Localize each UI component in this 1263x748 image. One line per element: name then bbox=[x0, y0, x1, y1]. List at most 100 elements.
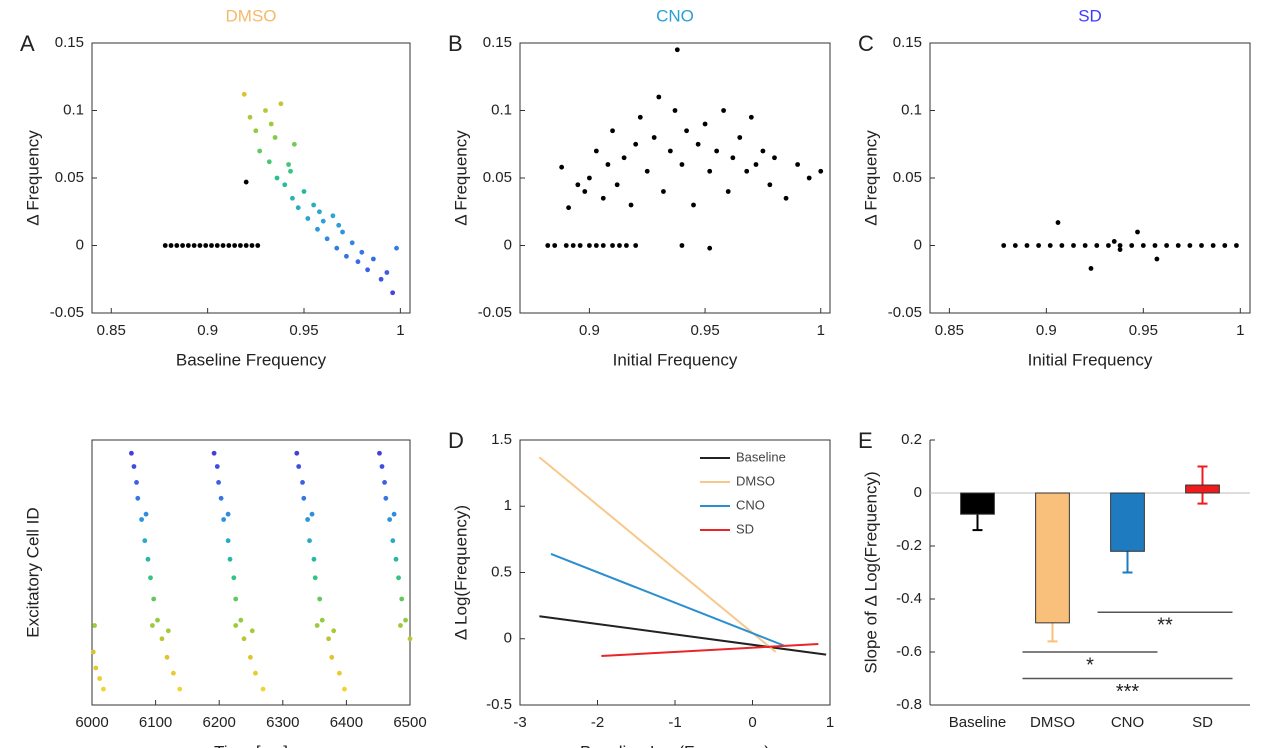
point bbox=[744, 168, 750, 174]
point bbox=[241, 91, 247, 97]
point bbox=[134, 480, 139, 485]
point bbox=[633, 141, 639, 147]
point bbox=[288, 168, 293, 174]
y-tick-label: 0 bbox=[76, 236, 84, 253]
point bbox=[684, 128, 689, 134]
point bbox=[628, 202, 634, 208]
point bbox=[203, 243, 209, 248]
point bbox=[1222, 243, 1228, 248]
x-tick-label: 0.95 bbox=[1129, 322, 1158, 339]
point bbox=[300, 480, 305, 485]
x-tick-label: 6100 bbox=[139, 714, 172, 731]
point bbox=[260, 686, 266, 692]
legend-label: CNO bbox=[736, 497, 765, 512]
x-tick-label: 1 bbox=[1236, 322, 1244, 339]
point bbox=[305, 517, 311, 522]
point bbox=[233, 596, 239, 602]
point bbox=[268, 121, 274, 127]
point bbox=[1187, 243, 1193, 248]
panel-label: A bbox=[20, 31, 35, 56]
point bbox=[337, 670, 342, 676]
panel-label: B bbox=[448, 31, 463, 56]
x-tick-label: SD bbox=[1192, 714, 1213, 731]
x-tick-label: 0.9 bbox=[197, 322, 218, 339]
chart-title: CNO bbox=[656, 6, 694, 25]
x-tick-label: -3 bbox=[513, 714, 526, 731]
point bbox=[290, 195, 295, 201]
point bbox=[131, 464, 137, 469]
point bbox=[249, 628, 255, 634]
panel: E Slope of Δ Log(Frequency) -0.8 -0.6 -0.4 -0… bbox=[858, 428, 1250, 731]
point bbox=[214, 243, 220, 248]
point bbox=[326, 636, 331, 642]
bar bbox=[1035, 492, 1070, 624]
point bbox=[301, 189, 307, 194]
point bbox=[159, 636, 165, 642]
point bbox=[233, 623, 239, 628]
x-tick-label: 6500 bbox=[393, 714, 426, 731]
point bbox=[334, 245, 340, 251]
y-axis-label: Δ Frequency bbox=[23, 130, 42, 226]
point bbox=[398, 623, 403, 628]
point bbox=[329, 654, 335, 660]
point bbox=[387, 517, 393, 522]
point bbox=[247, 654, 253, 660]
point bbox=[575, 182, 581, 188]
point bbox=[365, 267, 370, 273]
point bbox=[552, 243, 558, 248]
x-tick-label: 6400 bbox=[330, 714, 363, 731]
point bbox=[282, 182, 288, 188]
point bbox=[725, 189, 731, 194]
point bbox=[605, 162, 611, 167]
y-tick-label: -0.05 bbox=[888, 304, 922, 321]
point bbox=[644, 168, 650, 174]
point bbox=[263, 108, 268, 113]
point bbox=[1164, 243, 1170, 248]
point bbox=[695, 141, 701, 147]
x-tick-label: 0.9 bbox=[579, 322, 600, 339]
point bbox=[90, 649, 96, 655]
bar bbox=[1110, 492, 1145, 552]
point bbox=[651, 135, 657, 140]
point bbox=[232, 243, 238, 248]
point bbox=[566, 205, 571, 211]
point bbox=[342, 686, 347, 692]
point bbox=[795, 162, 801, 167]
point bbox=[772, 155, 777, 161]
x-tick-label: 1 bbox=[826, 714, 834, 731]
point bbox=[617, 243, 622, 248]
point bbox=[818, 168, 824, 174]
point bbox=[238, 617, 244, 623]
point bbox=[545, 243, 551, 248]
point bbox=[295, 205, 301, 211]
line bbox=[539, 615, 827, 656]
point bbox=[672, 108, 678, 113]
significance-label: ** bbox=[1157, 615, 1173, 637]
point bbox=[783, 195, 789, 201]
point bbox=[1140, 243, 1146, 248]
point bbox=[1234, 243, 1239, 248]
y-tick-label: -0.8 bbox=[896, 696, 922, 713]
y-axis-label: Δ Frequency bbox=[861, 130, 880, 226]
point bbox=[679, 162, 685, 167]
point bbox=[349, 240, 355, 246]
point bbox=[148, 575, 153, 581]
point bbox=[320, 218, 326, 224]
y-tick-label: -0.05 bbox=[50, 304, 84, 321]
point bbox=[674, 47, 680, 53]
point bbox=[559, 164, 565, 170]
x-tick-label: 0.95 bbox=[690, 322, 719, 339]
point bbox=[155, 617, 160, 623]
panel: D Baseline Log(Frequency) Δ Log(Frequency)… bbox=[448, 428, 834, 748]
point bbox=[243, 179, 249, 185]
point bbox=[331, 628, 337, 634]
point bbox=[707, 245, 713, 251]
y-tick-label: 0.15 bbox=[483, 34, 512, 51]
y-tick-label: 0.1 bbox=[63, 101, 84, 118]
y-tick-label: -0.05 bbox=[478, 304, 512, 321]
legend-label: SD bbox=[736, 521, 754, 536]
point bbox=[225, 511, 231, 517]
point bbox=[382, 480, 387, 485]
point bbox=[600, 195, 606, 201]
